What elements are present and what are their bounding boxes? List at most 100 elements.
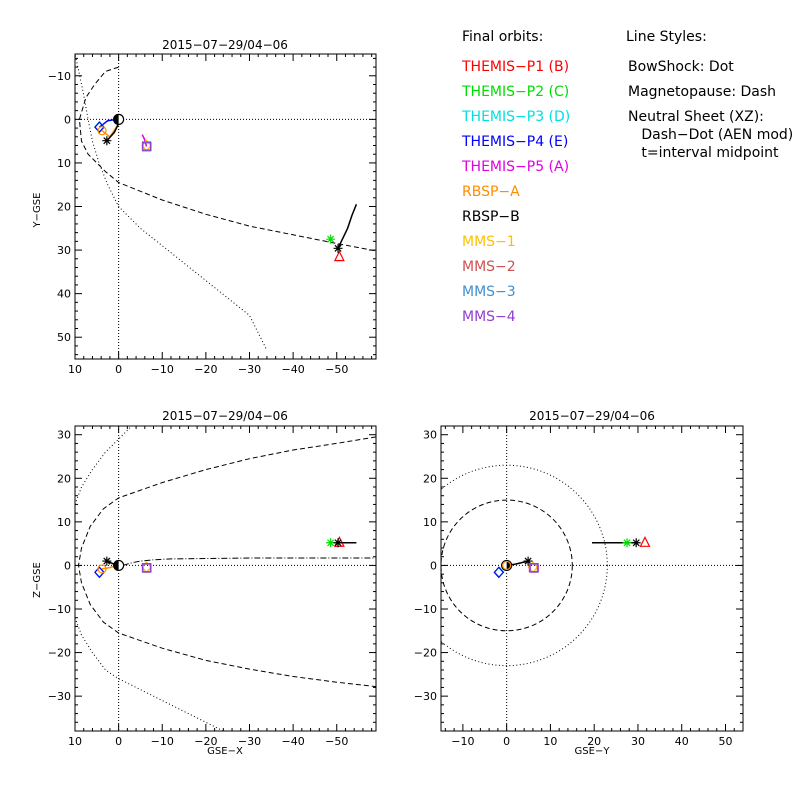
panel-xy: 2015−07−29/04−06 Y−GSE 10 0 −10 −20 −30 −40 −5…: [32, 38, 377, 376]
panel-xz: 2015−07−29/04−06 Z−GSE GSE−X 10 0 −10 −20 −3…: [32, 409, 377, 757]
x-tick-label: −30: [238, 735, 261, 748]
y-tick-label: 50: [57, 331, 71, 344]
legend-entry: THEMIS−P2 (C): [461, 84, 569, 100]
panel-yz: 2015−07−29/04−06 GSE−Y −10 0 10 20 30 40 50 30 2…: [414, 409, 744, 757]
y-tick-label: −30: [48, 690, 71, 703]
chart-title-yz: 2015−07−29/04−06: [529, 409, 655, 423]
x-tick-label: 20: [587, 735, 601, 748]
chart-title-xy: 2015−07−29/04−06: [162, 38, 288, 52]
plot-area-xy: [75, 54, 376, 359]
legend-style-list: BowShock: Dot Magnetopause: Dash Neutral S…: [628, 59, 793, 161]
y-tick-label: 10: [57, 516, 71, 529]
y-tick-label: −30: [414, 690, 437, 703]
legend-entry: MMS−1: [462, 234, 516, 250]
marker-themis-p4: [493, 566, 505, 579]
marker-themis-p4: [94, 566, 105, 579]
marker-themis-p1: [333, 538, 343, 548]
y-tick-label: 40: [57, 288, 71, 301]
x-tick-label: 40: [675, 735, 689, 748]
marker-themis-p2: [326, 538, 336, 548]
y-tick-label: −20: [48, 647, 71, 660]
data-layer-yz: −10 0 10 20 30 40 50 30 20 10 0 −10 −20 −30: [414, 425, 744, 748]
y-tick-label: −10: [48, 603, 71, 616]
legend-entry: MMS−2: [462, 259, 516, 275]
marker-themis-p1: [333, 250, 345, 262]
data-layer-xy: 10 0 −10 −20 −30 −40 −50 −10 0 10 20 30 40 50: [48, 54, 376, 376]
earth-shade: [113, 560, 119, 571]
x-tick-label: −40: [282, 735, 305, 748]
x-tick-label: −50: [325, 735, 348, 748]
bow-shock-line: [75, 54, 268, 351]
marker-themis-p4: [94, 121, 105, 134]
legend-entry: THEMIS−P3 (D): [461, 109, 570, 125]
magnetopause-line: [77, 436, 376, 688]
plot-frame-yz: [440, 425, 744, 732]
x-tick-label: −10: [151, 363, 174, 376]
legend-orbit-list: THEMIS−P1 (B) THEMIS−P2 (C) THEMIS−P3 (D) T…: [461, 59, 570, 325]
y-tick-label: 0: [64, 113, 71, 126]
legend-style-entry: Neutral Sheet (XZ):: [628, 109, 764, 125]
legend-orbits-title: Final orbits:: [462, 29, 543, 45]
legend-entry: MMS−4: [462, 309, 516, 325]
legend-style-entry: Dash−Dot (AEN mod): [628, 127, 793, 143]
data-layer-xz: 10 0 −10 −20 −30 −40 −50 30 20 10 0 −10 −20 −30: [48, 425, 376, 748]
y-tick-label: −20: [414, 647, 437, 660]
legend-entry: THEMIS−P1 (B): [461, 59, 569, 75]
x-tick-label: −30: [238, 363, 261, 376]
y-tick-label: −10: [48, 70, 71, 83]
x-tick-label: 10: [68, 363, 82, 376]
ylabel-xy: Y−GSE: [32, 193, 43, 229]
x-tick-label: 0: [115, 735, 122, 748]
plot-area-yz: [441, 426, 743, 731]
marker-mms-4: [529, 563, 539, 573]
x-tick-label: −10: [451, 735, 474, 748]
legend-styles: Line Styles: BowShock: Dot Magnetopause: …: [626, 29, 793, 161]
legend-entry: RBSP−A: [462, 184, 520, 200]
plot-area-xz: [75, 426, 376, 731]
legend-styles-title: Line Styles:: [626, 29, 707, 45]
plot-frame-xy: [74, 53, 377, 360]
legend-entry: RBSP−B: [462, 209, 520, 225]
x-tick-label: 10: [68, 735, 82, 748]
bow-shock-north-line: [75, 426, 133, 505]
plot-frame-xz: [74, 425, 377, 732]
legend-style-entry: t=interval midpoint: [628, 145, 779, 161]
marker-rbsp-a: [97, 564, 107, 574]
marker-themis-p2: [326, 234, 336, 244]
y-tick-label: 20: [57, 201, 71, 214]
y-tick-label: 20: [423, 472, 437, 485]
earth-shade: [113, 114, 119, 125]
marker-themis-p1: [631, 538, 641, 548]
orbit-tail-themis-p5: [141, 134, 148, 147]
x-tick-label: −10: [151, 735, 174, 748]
orbit-tail-themis-p1: [337, 204, 358, 249]
y-tick-label: 30: [57, 429, 71, 442]
x-tick-label: 30: [631, 735, 645, 748]
x-tick-label: 0: [503, 735, 510, 748]
y-tick-label: 10: [423, 516, 437, 529]
marker-themis-p2: [622, 538, 632, 548]
legend-style-entry: BowShock: Dot: [628, 59, 734, 75]
x-tick-label: 50: [718, 735, 732, 748]
y-tick-label: 10: [57, 157, 71, 170]
y-tick-label: −10: [414, 603, 437, 616]
y-tick-label: 30: [423, 429, 437, 442]
x-tick-label: 10: [543, 735, 557, 748]
legend-entry: THEMIS−P5 (A): [461, 159, 569, 175]
chart-title-xz: 2015−07−29/04−06: [162, 409, 288, 423]
marker-rbsp-a: [97, 126, 107, 136]
x-tick-label: −50: [325, 363, 348, 376]
magnetopause-line: [78, 66, 376, 252]
marker-mms-4: [141, 563, 152, 573]
ylabel-xz: Z−GSE: [32, 562, 43, 598]
x-tick-label: −40: [282, 363, 305, 376]
y-tick-label: 20: [57, 472, 71, 485]
marker-rbsp-b: [523, 556, 533, 566]
marker-mms-4: [141, 142, 152, 152]
marker-themis-p1: [333, 243, 343, 253]
xlabel-xz: GSE−X: [207, 746, 243, 757]
marker-rbsp-b: [102, 556, 112, 566]
marker-rbsp-b: [102, 136, 112, 146]
legend-entry: THEMIS−P4 (E): [461, 134, 568, 150]
legend-style-entry: Magnetopause: Dash: [628, 84, 776, 100]
